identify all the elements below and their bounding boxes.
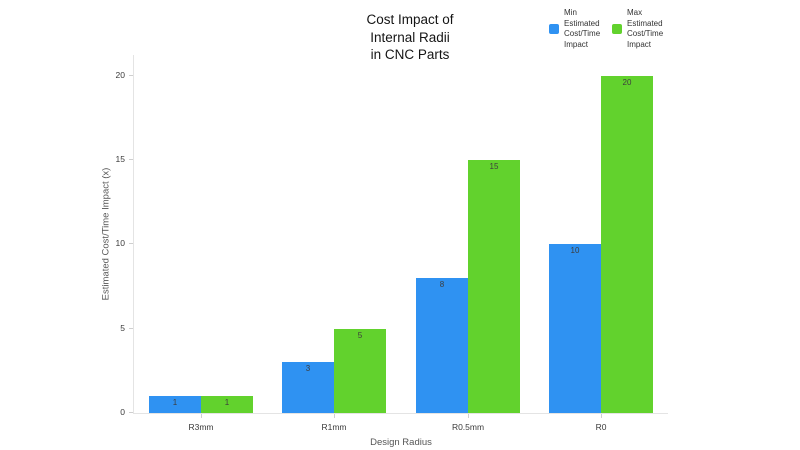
legend: Min Estimated Cost/Time Impact Max Estim…: [549, 8, 669, 50]
bar: 5: [334, 329, 386, 413]
y-tick-mark: [129, 243, 133, 244]
x-tick-label: R0: [595, 422, 607, 432]
bar-value-label: 10: [570, 246, 580, 255]
y-tick-label: 5: [120, 323, 125, 333]
bar-value-label: 20: [622, 78, 632, 87]
plot-area: Estimated Cost/Time Impact (x) Design Ra…: [101, 55, 668, 448]
y-tick-mark: [129, 159, 133, 160]
x-tick-mark: [334, 414, 335, 418]
bar: 3: [282, 362, 334, 413]
x-axis-title: Design Radius: [370, 437, 432, 448]
chart-title: Cost Impact of Internal Radii in CNC Par…: [366, 12, 454, 62]
y-tick-label: 20: [115, 70, 125, 80]
bar-value-label: 3: [305, 364, 311, 373]
bar: 20: [601, 76, 653, 413]
bar-value-label: 5: [357, 331, 363, 340]
x-tick-mark: [601, 414, 602, 418]
bar-value-label: 1: [172, 398, 178, 407]
legend-label-max: Max Estimated Cost/Time Impact: [627, 8, 664, 49]
bar: 15: [468, 160, 520, 413]
bar: 1: [201, 396, 253, 413]
legend-label-min: Min Estimated Cost/Time Impact: [564, 8, 601, 49]
x-tick-mark: [201, 414, 202, 418]
bar: 1: [149, 396, 201, 413]
bar-value-label: 15: [489, 162, 499, 171]
x-tick-mark: [468, 414, 469, 418]
y-axis-title: Estimated Cost/Time Impact (x): [100, 167, 112, 301]
y-tick-mark: [129, 328, 133, 329]
y-tick-label: 10: [115, 238, 125, 248]
legend-item-max: Max Estimated Cost/Time Impact: [612, 8, 669, 50]
legend-item-min: Min Estimated Cost/Time Impact: [549, 8, 606, 50]
y-tick-label: 15: [115, 154, 125, 164]
x-tick-label: R3mm: [188, 422, 214, 432]
bar: 8: [416, 278, 468, 413]
legend-swatch-max-icon: [612, 24, 622, 34]
x-tick-label: R0.5mm: [451, 422, 485, 432]
y-tick-mark: [129, 75, 133, 76]
x-tick-label: R1mm: [321, 422, 347, 432]
y-tick-label: 0: [120, 407, 125, 417]
y-tick-mark: [129, 412, 133, 413]
legend-swatch-min-icon: [549, 24, 559, 34]
bar-value-label: 1: [224, 398, 230, 407]
bar: 10: [549, 244, 601, 413]
bar-value-label: 8: [439, 280, 445, 289]
